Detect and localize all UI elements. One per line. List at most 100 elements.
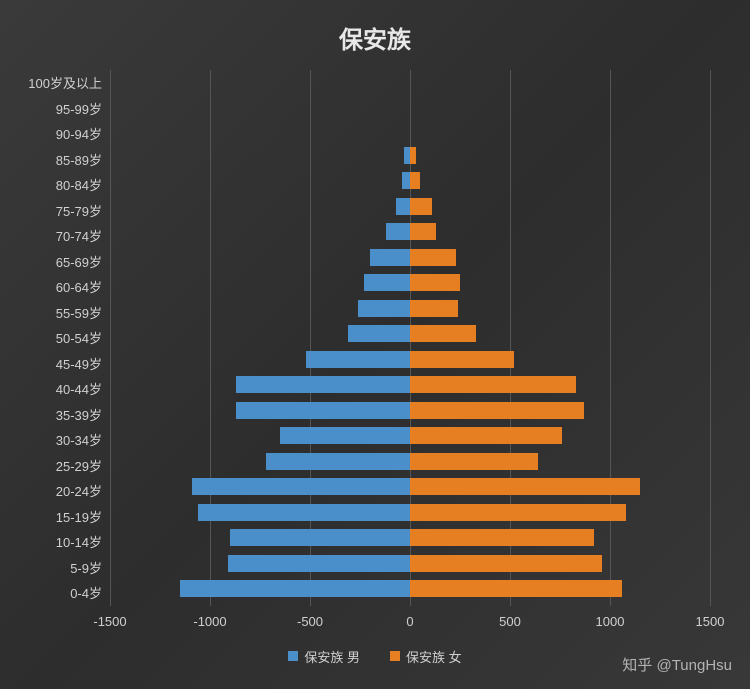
bar-half-right xyxy=(410,121,710,147)
bar-half-left xyxy=(110,121,410,147)
bar-male xyxy=(280,427,410,444)
bar-half-left xyxy=(110,198,410,224)
y-axis-label: 0-4岁 xyxy=(70,583,102,602)
bar-half-right xyxy=(410,274,710,300)
bar-half-right xyxy=(410,147,710,173)
legend-label: 保安族 男 xyxy=(304,647,360,666)
bar-row: 25-29岁 xyxy=(110,453,710,479)
bar-half-left xyxy=(110,325,410,351)
bar-male xyxy=(402,172,410,189)
bar-row: 95-99岁 xyxy=(110,96,710,122)
legend-label: 保安族 女 xyxy=(406,647,462,666)
bar-half-right xyxy=(410,198,710,224)
x-axis-tick: -1000 xyxy=(193,614,226,629)
y-axis-label: 50-54岁 xyxy=(56,328,102,347)
x-axis-tick: -1500 xyxy=(93,614,126,629)
bar-half-left xyxy=(110,172,410,198)
bar-female xyxy=(410,504,626,521)
bar-male xyxy=(198,504,410,521)
x-axis-tick: 1000 xyxy=(596,614,625,629)
y-axis-label: 80-84岁 xyxy=(56,175,102,194)
y-axis-label: 90-94岁 xyxy=(56,124,102,143)
bar-half-right xyxy=(410,478,710,504)
bar-male xyxy=(348,325,410,342)
bar-male xyxy=(306,351,410,368)
bar-half-left xyxy=(110,453,410,479)
bar-half-right xyxy=(410,402,710,428)
y-axis-label: 100岁及以上 xyxy=(28,73,102,92)
bar-half-right xyxy=(410,96,710,122)
bar-half-right xyxy=(410,504,710,530)
bar-row: 90-94岁 xyxy=(110,121,710,147)
bar-row: 80-84岁 xyxy=(110,172,710,198)
x-axis-tick: 500 xyxy=(499,614,521,629)
bar-row: 65-69岁 xyxy=(110,249,710,275)
bar-male xyxy=(180,580,410,597)
watermark: 知乎 @TungHsu xyxy=(622,654,732,675)
bar-female xyxy=(410,529,594,546)
bar-male xyxy=(386,223,410,240)
bar-half-left xyxy=(110,478,410,504)
x-axis-tick: -500 xyxy=(297,614,323,629)
bar-half-left xyxy=(110,70,410,96)
y-axis-label: 70-74岁 xyxy=(56,226,102,245)
bars-wrapper: 100岁及以上95-99岁90-94岁85-89岁80-84岁75-79岁70-… xyxy=(110,70,710,606)
bar-male xyxy=(266,453,410,470)
y-axis-label: 25-29岁 xyxy=(56,456,102,475)
bar-half-left xyxy=(110,402,410,428)
x-axis-tick: 0 xyxy=(406,614,413,629)
bar-half-left xyxy=(110,223,410,249)
bar-female xyxy=(410,351,514,368)
y-axis-label: 45-49岁 xyxy=(56,354,102,373)
bar-female xyxy=(410,147,416,164)
bar-male xyxy=(228,555,410,572)
bar-male xyxy=(370,249,410,266)
legend-item: 保安族 男 xyxy=(288,647,360,666)
bar-male xyxy=(236,402,410,419)
bar-female xyxy=(410,402,584,419)
bar-half-right xyxy=(410,555,710,581)
bar-row: 60-64岁 xyxy=(110,274,710,300)
y-axis-label: 35-39岁 xyxy=(56,405,102,424)
bar-half-right xyxy=(410,351,710,377)
bar-half-right xyxy=(410,70,710,96)
y-axis-label: 30-34岁 xyxy=(56,430,102,449)
legend-item: 保安族 女 xyxy=(390,647,462,666)
bar-half-right xyxy=(410,376,710,402)
bar-half-left xyxy=(110,504,410,530)
bar-female xyxy=(410,427,562,444)
bar-half-left xyxy=(110,427,410,453)
bar-row: 5-9岁 xyxy=(110,555,710,581)
bar-female xyxy=(410,223,436,240)
bar-female xyxy=(410,274,460,291)
bar-half-left xyxy=(110,351,410,377)
bar-row: 50-54岁 xyxy=(110,325,710,351)
bar-row: 75-79岁 xyxy=(110,198,710,224)
bar-half-left xyxy=(110,376,410,402)
bar-half-left xyxy=(110,555,410,581)
bar-female xyxy=(410,453,538,470)
y-axis-label: 20-24岁 xyxy=(56,481,102,500)
bar-half-left xyxy=(110,300,410,326)
legend-swatch xyxy=(288,651,298,661)
bar-half-right xyxy=(410,580,710,606)
bar-row: 70-74岁 xyxy=(110,223,710,249)
bar-half-right xyxy=(410,529,710,555)
chart-title: 保安族 xyxy=(20,20,730,55)
y-axis-label: 40-44岁 xyxy=(56,379,102,398)
bar-row: 35-39岁 xyxy=(110,402,710,428)
y-axis-label: 65-69岁 xyxy=(56,252,102,271)
bar-row: 10-14岁 xyxy=(110,529,710,555)
bar-half-left xyxy=(110,147,410,173)
bar-male xyxy=(358,300,410,317)
y-axis-label: 5-9岁 xyxy=(70,558,102,577)
bar-row: 55-59岁 xyxy=(110,300,710,326)
y-axis-label: 10-14岁 xyxy=(56,532,102,551)
plot-area: 100岁及以上95-99岁90-94岁85-89岁80-84岁75-79岁70-… xyxy=(110,70,710,635)
bar-half-right xyxy=(410,300,710,326)
bar-female xyxy=(410,376,576,393)
bar-row: 100岁及以上 xyxy=(110,70,710,96)
bar-row: 30-34岁 xyxy=(110,427,710,453)
bar-half-left xyxy=(110,274,410,300)
bar-half-left xyxy=(110,529,410,555)
